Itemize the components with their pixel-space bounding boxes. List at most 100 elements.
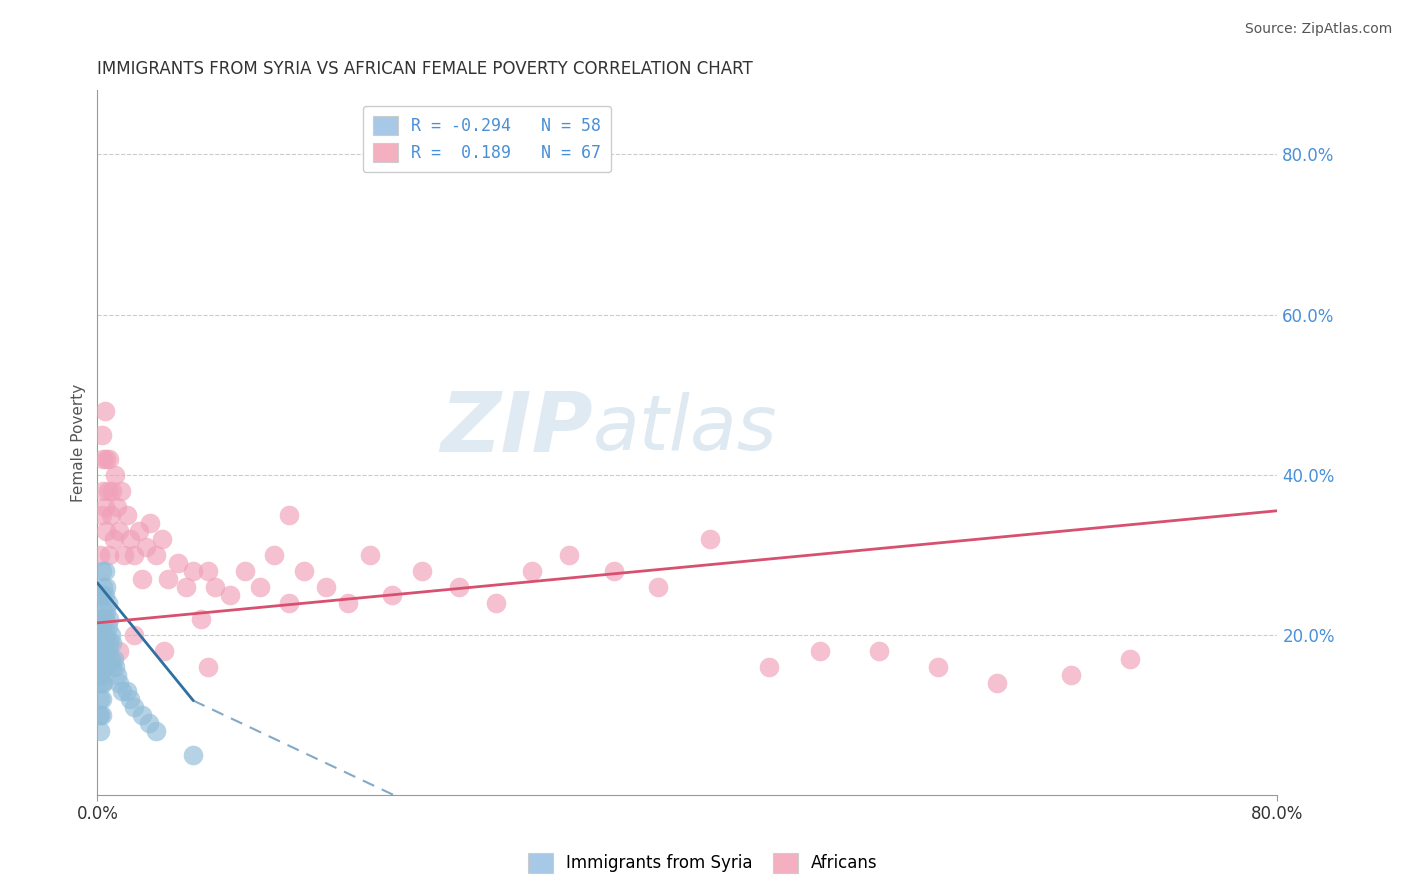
- Text: ZIP: ZIP: [440, 388, 593, 469]
- Point: [97, 620, 120, 634]
- Point: [135, 540, 157, 554]
- Point: [105, 500, 128, 514]
- Point: [89, 708, 111, 723]
- Point: [411, 564, 433, 578]
- Point: [204, 580, 226, 594]
- Point: [292, 564, 315, 578]
- Point: [105, 668, 128, 682]
- Point: [174, 580, 197, 594]
- Y-axis label: Female Poverty: Female Poverty: [72, 384, 86, 502]
- Point: [89, 628, 111, 642]
- Point: [89, 660, 111, 674]
- Point: [91, 483, 114, 498]
- Point: [103, 652, 125, 666]
- Point: [157, 572, 180, 586]
- Point: [699, 532, 721, 546]
- Point: [485, 596, 508, 610]
- Point: [90, 628, 112, 642]
- Point: [103, 532, 125, 546]
- Point: [181, 747, 204, 762]
- Point: [1060, 668, 1083, 682]
- Point: [90, 692, 112, 706]
- Point: [1119, 652, 1142, 666]
- Point: [89, 612, 111, 626]
- Point: [359, 548, 381, 562]
- Text: Source: ZipAtlas.com: Source: ZipAtlas.com: [1244, 22, 1392, 37]
- Point: [91, 652, 114, 666]
- Point: [131, 572, 153, 586]
- Point: [89, 668, 111, 682]
- Point: [96, 628, 118, 642]
- Point: [98, 612, 121, 626]
- Point: [93, 612, 115, 626]
- Point: [87, 612, 110, 626]
- Point: [101, 636, 124, 650]
- Point: [90, 564, 112, 578]
- Point: [219, 588, 242, 602]
- Point: [96, 604, 118, 618]
- Point: [93, 612, 115, 626]
- Point: [91, 676, 114, 690]
- Point: [131, 708, 153, 723]
- Point: [197, 660, 219, 674]
- Point: [249, 580, 271, 594]
- Point: [90, 676, 112, 690]
- Point: [138, 716, 160, 731]
- Point: [278, 596, 301, 610]
- Point: [115, 684, 138, 698]
- Point: [96, 451, 118, 466]
- Point: [90, 427, 112, 442]
- Point: [90, 508, 112, 522]
- Point: [89, 548, 111, 562]
- Legend: Immigrants from Syria, Africans: Immigrants from Syria, Africans: [522, 847, 884, 880]
- Point: [112, 548, 135, 562]
- Point: [97, 644, 120, 658]
- Point: [139, 516, 162, 530]
- Point: [145, 548, 167, 562]
- Point: [90, 612, 112, 626]
- Point: [96, 652, 118, 666]
- Point: [278, 508, 301, 522]
- Point: [93, 500, 115, 514]
- Point: [91, 604, 114, 618]
- Point: [381, 588, 404, 602]
- Point: [197, 564, 219, 578]
- Point: [104, 467, 127, 482]
- Point: [152, 644, 174, 658]
- Point: [104, 660, 127, 674]
- Text: atlas: atlas: [593, 392, 778, 466]
- Point: [868, 644, 890, 658]
- Point: [100, 628, 122, 642]
- Point: [90, 588, 112, 602]
- Point: [115, 508, 138, 522]
- Point: [558, 548, 581, 562]
- Point: [602, 564, 624, 578]
- Point: [97, 483, 120, 498]
- Point: [101, 660, 124, 674]
- Point: [167, 556, 190, 570]
- Point: [87, 668, 110, 682]
- Legend: R = -0.294   N = 58, R =  0.189   N = 67: R = -0.294 N = 58, R = 0.189 N = 67: [363, 105, 612, 172]
- Point: [337, 596, 360, 610]
- Point: [190, 612, 212, 626]
- Point: [122, 700, 145, 714]
- Text: IMMIGRANTS FROM SYRIA VS AFRICAN FEMALE POVERTY CORRELATION CHART: IMMIGRANTS FROM SYRIA VS AFRICAN FEMALE …: [97, 60, 754, 78]
- Point: [108, 644, 131, 658]
- Point: [89, 588, 111, 602]
- Point: [100, 508, 122, 522]
- Point: [87, 644, 110, 658]
- Point: [145, 723, 167, 738]
- Point: [96, 580, 118, 594]
- Point: [233, 564, 256, 578]
- Point: [98, 451, 121, 466]
- Point: [96, 524, 118, 538]
- Point: [87, 708, 110, 723]
- Point: [927, 660, 949, 674]
- Point: [181, 564, 204, 578]
- Point: [100, 652, 122, 666]
- Point: [647, 580, 669, 594]
- Point: [93, 636, 115, 650]
- Point: [90, 708, 112, 723]
- Point: [150, 532, 173, 546]
- Point: [122, 628, 145, 642]
